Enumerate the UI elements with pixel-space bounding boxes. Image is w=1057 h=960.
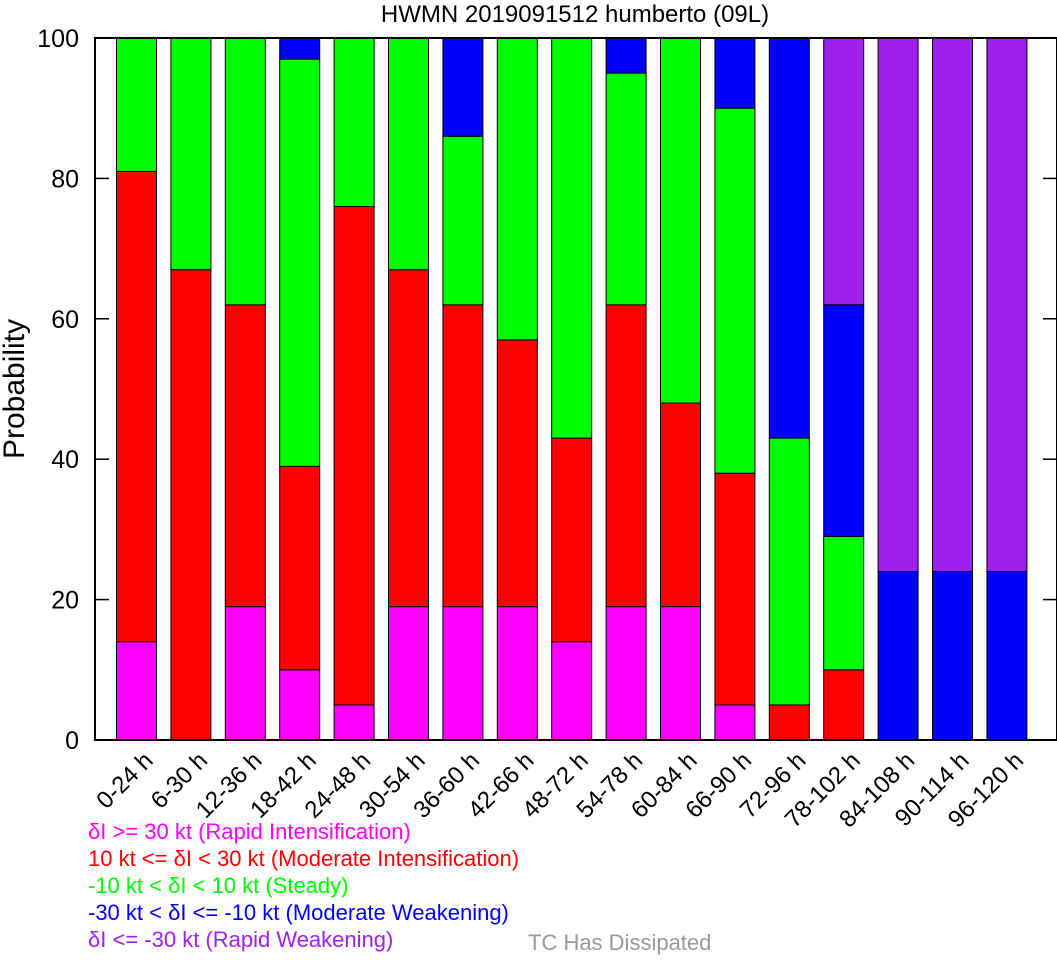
bar-segment-48-72h-s1 <box>551 437 593 643</box>
plot-frame <box>94 37 1057 741</box>
bar-segment-24-48h-s0 <box>333 704 375 741</box>
bar-segment-96-120h-s3 <box>986 571 1028 741</box>
bar-segment-78-102h-s3 <box>823 304 865 537</box>
legend: δI >= 30 kt (Rapid Intensification) 10 kt… <box>88 818 519 953</box>
bar-segment-66-90h-s3 <box>714 37 756 109</box>
bar-segment-72-96h-s1 <box>768 704 810 741</box>
bar-segment-12-36h-s1 <box>224 304 266 608</box>
bar-segment-54-78h-s3 <box>605 37 647 74</box>
x-tick-label: 0-24 h <box>91 747 158 814</box>
bar-segment-60-84h-s2 <box>660 37 701 404</box>
y-tick-label: 80 <box>51 165 79 193</box>
bar-segment-96-120h-s4 <box>986 37 1028 572</box>
bar-segment-12-36h-s0 <box>224 606 266 741</box>
y-axis-label: Probability <box>0 319 31 459</box>
bar-segment-0-24h-s2 <box>116 37 157 172</box>
bar-segment-78-102h-s2 <box>823 535 865 671</box>
y-ticks-group: 0 20 40 60 80 100 <box>37 25 1057 755</box>
bar-segment-18-42h-s3 <box>279 37 321 60</box>
bar-segment-42-66h-s2 <box>496 37 538 341</box>
bar-segment-60-84h-s1 <box>660 402 701 608</box>
bar-segment-30-54h-s0 <box>388 606 429 741</box>
bar-segment-36-60h-s3 <box>442 37 484 137</box>
bar-segment-12-36h-s2 <box>224 37 266 306</box>
bar-segment-42-66h-s0 <box>496 606 538 741</box>
bar-segment-36-60h-s2 <box>442 135 484 306</box>
legend-item-2: -10 kt < δI < 10 kt (Steady) <box>88 873 349 898</box>
bar-segment-24-48h-s1 <box>333 206 375 706</box>
bar-segment-18-42h-s1 <box>279 465 321 671</box>
bar-segment-54-78h-s2 <box>605 72 647 306</box>
bar-segment-0-24h-s0 <box>116 641 157 741</box>
bar-segment-84-108h-s3 <box>877 571 919 741</box>
bar-segment-54-78h-s1 <box>605 304 647 608</box>
bar-segment-6-30h-s2 <box>170 37 212 271</box>
bar-segment-72-96h-s2 <box>768 437 810 706</box>
bar-segment-66-90h-s1 <box>714 472 756 706</box>
bar-segment-66-90h-s0 <box>714 704 756 741</box>
bar-segment-60-84h-s0 <box>660 606 701 741</box>
bar-segment-42-66h-s1 <box>496 339 538 608</box>
y-tick-label: 60 <box>51 306 79 334</box>
bar-segment-48-72h-s0 <box>551 641 593 741</box>
bar-segment-36-60h-s1 <box>442 304 484 608</box>
bar-segment-84-108h-s4 <box>877 37 919 572</box>
bar-segment-0-24h-s1 <box>116 170 157 643</box>
bar-segment-18-42h-s0 <box>279 669 321 741</box>
bar-segment-90-114h-s4 <box>932 37 973 572</box>
legend-item-dissipated: TC Has Dissipated <box>528 930 712 955</box>
bar-segment-78-102h-s4 <box>823 37 865 306</box>
y-tick-label: 40 <box>51 446 79 474</box>
legend-item-0: δI >= 30 kt (Rapid Intensification) <box>88 819 411 844</box>
bar-segment-48-72h-s2 <box>551 37 593 439</box>
bar-segment-72-96h-s3 <box>768 37 810 439</box>
bar-segment-6-30h-s1 <box>170 269 212 741</box>
y-tick-label: 20 <box>51 587 79 615</box>
bar-segment-18-42h-s2 <box>279 58 321 467</box>
bar-segment-24-48h-s2 <box>333 37 375 207</box>
bar-segment-78-102h-s1 <box>823 669 865 741</box>
bar-segment-66-90h-s2 <box>714 107 756 474</box>
bar-segment-90-114h-s3 <box>932 571 973 741</box>
legend-item-3: -30 kt < δI <= -10 kt (Moderate Weakenin… <box>88 900 509 925</box>
bars-group <box>116 37 1028 741</box>
legend-item-1: 10 kt <= δI < 30 kt (Moderate Intensific… <box>88 846 520 871</box>
bar-segment-30-54h-s1 <box>388 269 429 608</box>
bar-segment-30-54h-s2 <box>388 37 429 271</box>
y-tick-label: 0 <box>65 727 79 755</box>
y-tick-label: 100 <box>37 25 79 53</box>
bar-segment-54-78h-s0 <box>605 606 647 741</box>
legend-item-4: δI <= -30 kt (Rapid Weakening) <box>88 927 394 952</box>
bar-segment-36-60h-s0 <box>442 606 484 741</box>
chart-title: HWMN 2019091512 humberto (09L) <box>381 1 769 28</box>
